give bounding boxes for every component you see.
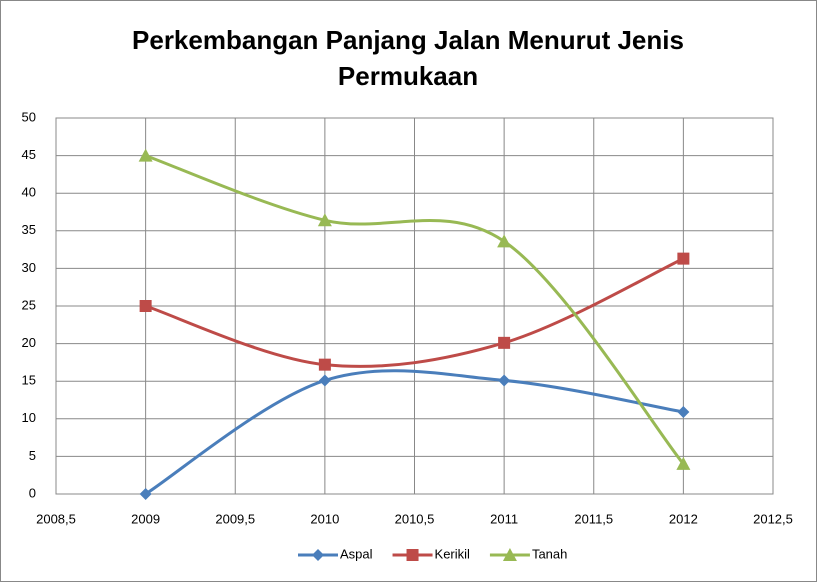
x-tick-label: 2009 — [131, 511, 160, 526]
y-tick-label: 20 — [22, 335, 36, 350]
marker — [497, 234, 512, 248]
y-tick-label: 15 — [22, 373, 36, 388]
y-tick-label: 35 — [22, 222, 36, 237]
legend-label: Aspal — [340, 546, 373, 561]
y-tick-label: 45 — [22, 147, 36, 162]
marker — [138, 148, 153, 162]
y-tick-label: 10 — [22, 410, 36, 425]
marker — [502, 548, 517, 561]
marker — [677, 252, 690, 265]
x-tick-label: 2012,5 — [753, 511, 793, 526]
y-tick-label: 5 — [29, 448, 36, 463]
y-tick-label: 30 — [22, 260, 36, 275]
marker — [139, 488, 152, 500]
x-tick-label: 2008,5 — [36, 511, 76, 526]
series-line — [144, 369, 684, 496]
marker — [677, 406, 690, 419]
marker — [317, 213, 332, 227]
marker — [312, 549, 324, 561]
marker — [498, 374, 511, 387]
y-tick-label: 0 — [29, 485, 36, 500]
marker — [676, 456, 691, 470]
legend-label: Kerikil — [435, 546, 471, 561]
x-tick-label: 2011,5 — [574, 511, 613, 526]
plot-border — [55, 117, 774, 495]
x-tick-label: 2011 — [490, 511, 518, 526]
marker — [498, 336, 511, 349]
marker — [139, 300, 152, 312]
marker — [318, 374, 331, 387]
series-line — [145, 257, 685, 368]
x-tick-label: 2010,5 — [395, 511, 435, 526]
x-tick-label: 2010 — [310, 511, 339, 526]
marker — [318, 358, 331, 371]
series-line — [145, 154, 685, 465]
x-tick-label: 2009,5 — [215, 511, 255, 526]
chart-title: Perkembangan Panjang Jalan Menurut Jenis… — [132, 25, 684, 91]
marker — [406, 549, 419, 561]
legend-label: Tanah — [532, 546, 567, 561]
y-tick-label: 40 — [22, 185, 36, 200]
y-tick-label: 50 — [22, 109, 36, 124]
y-tick-label: 25 — [22, 297, 36, 312]
x-tick-label: 2012 — [669, 511, 698, 526]
